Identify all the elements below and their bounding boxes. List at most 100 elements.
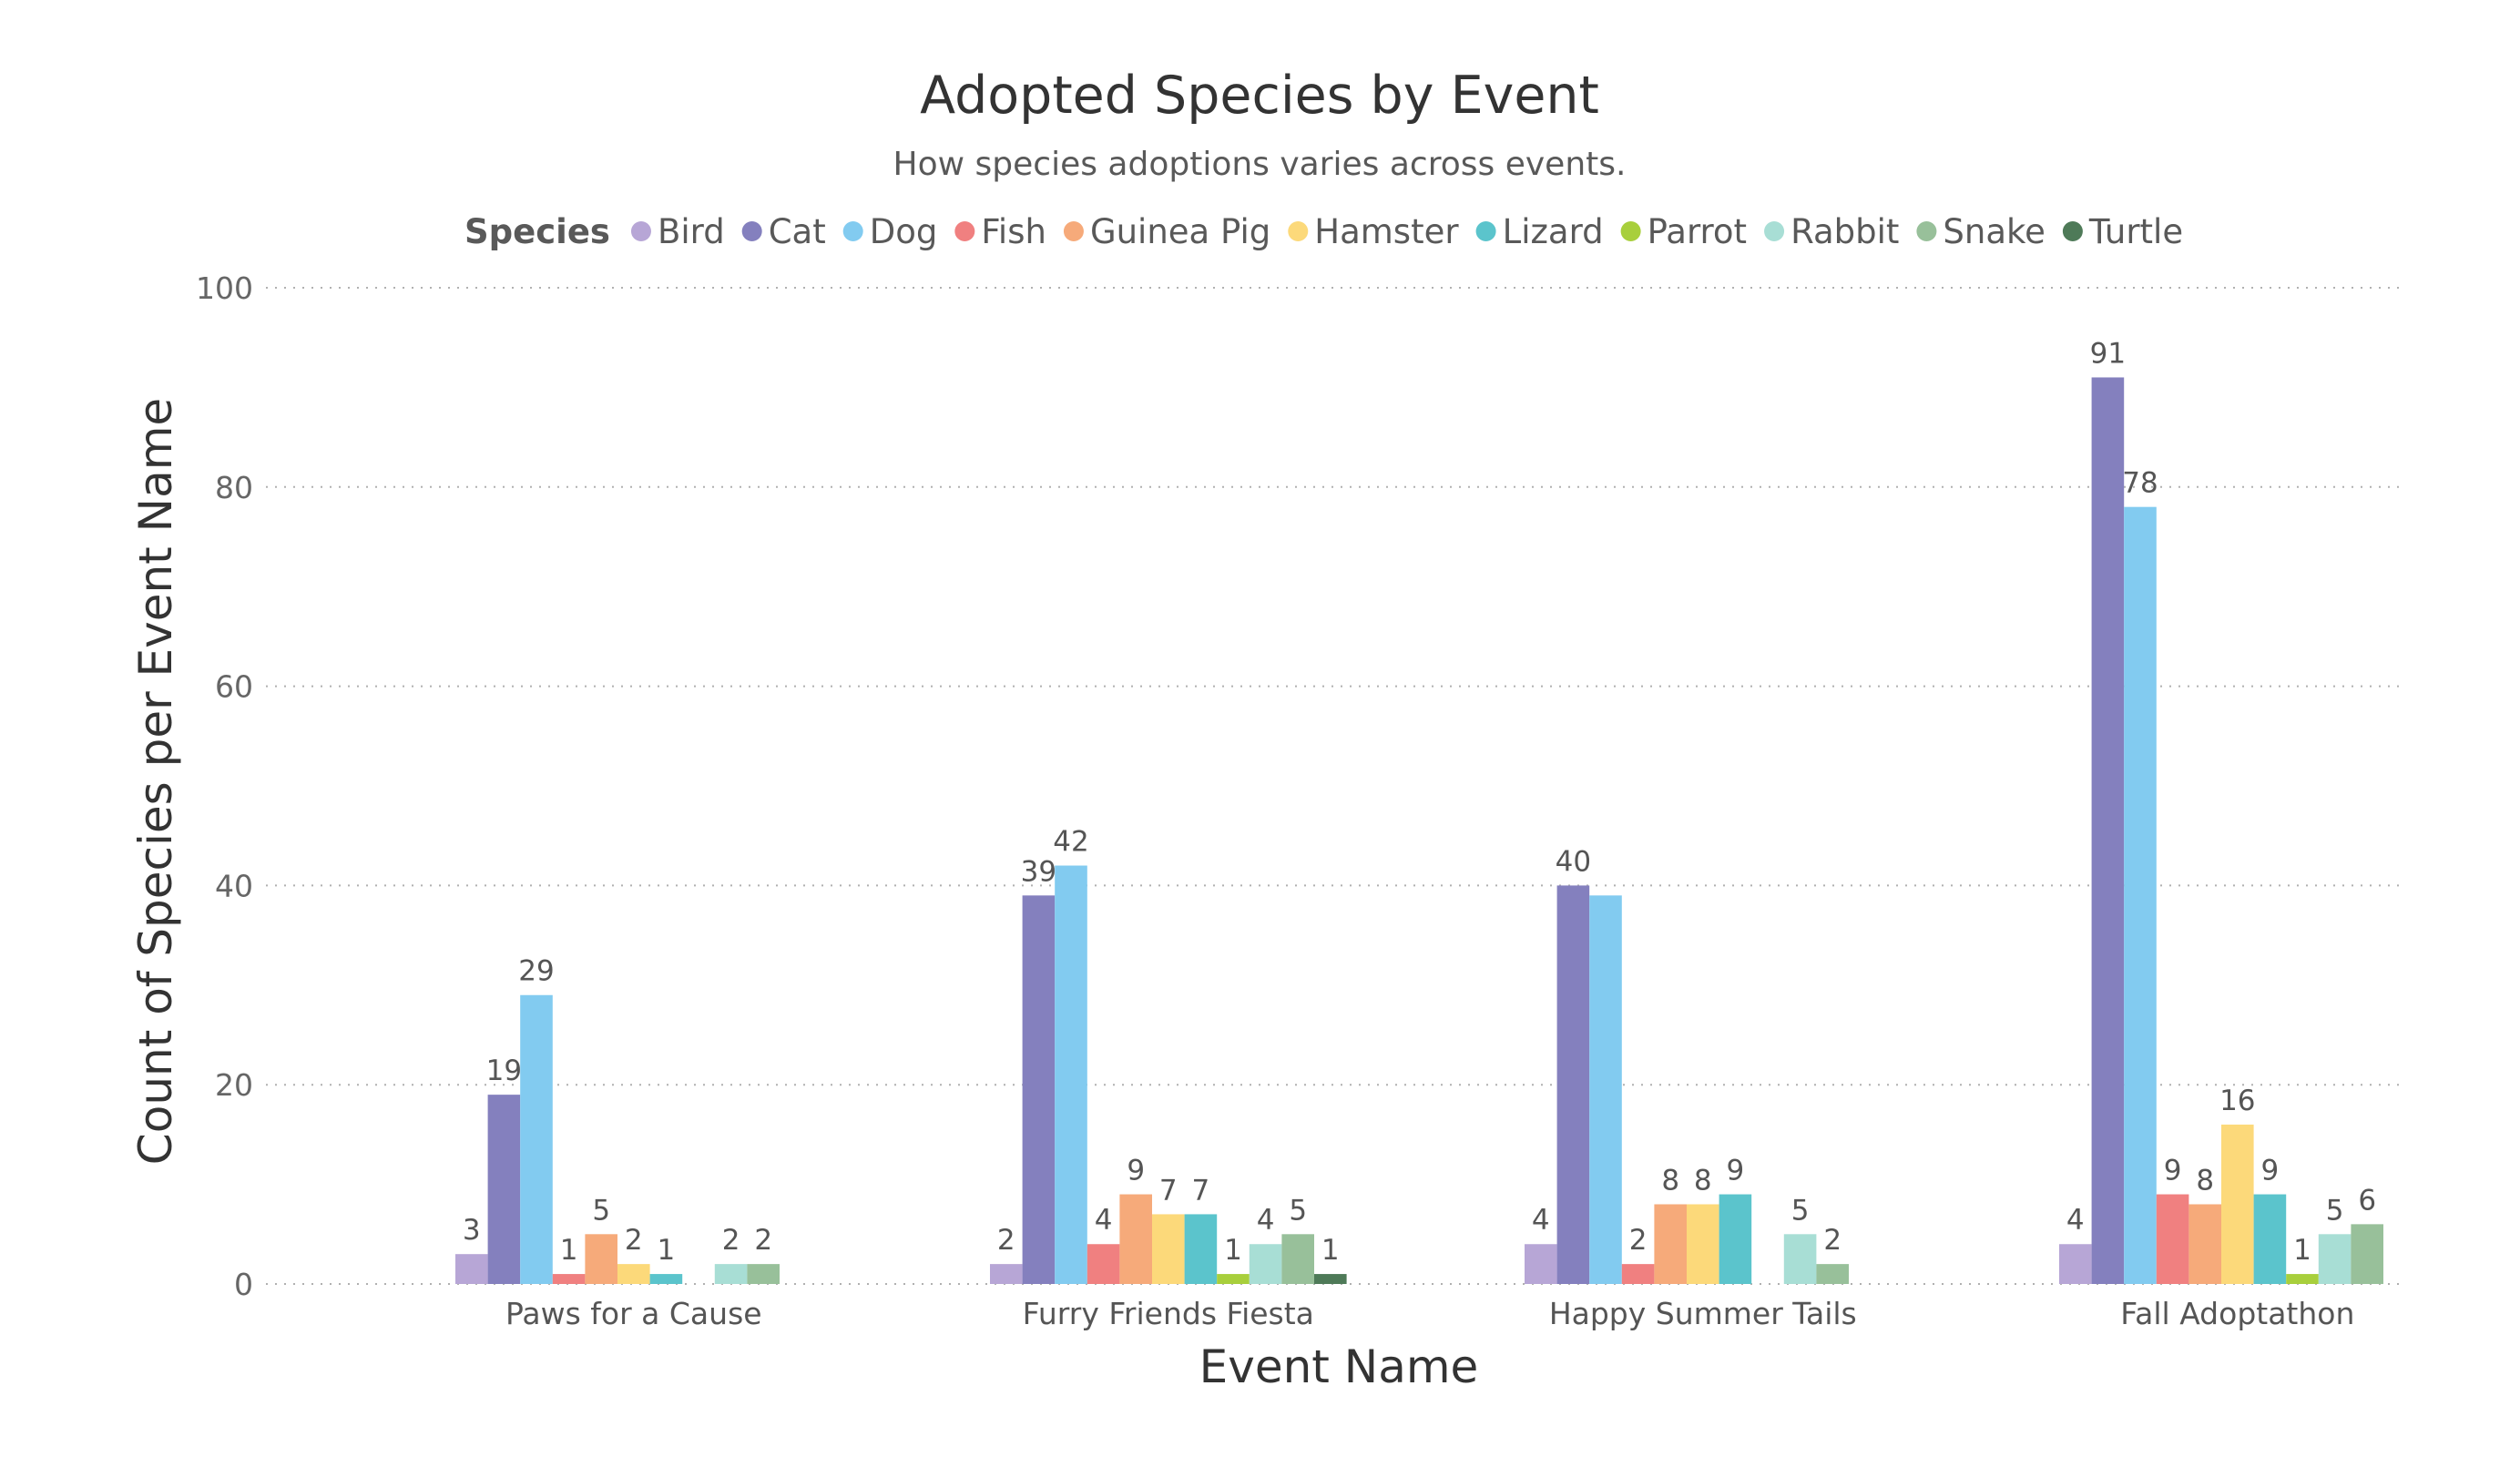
bar-lizard [1184,1214,1218,1284]
legend-item-parrot: Parrot [1648,212,1747,251]
legend-marker [842,221,863,241]
data-label: 42 [1053,826,1088,859]
y-tick-label: 60 [215,669,253,705]
bars [455,377,2383,1285]
data-label: 2 [1629,1224,1648,1257]
x-tick-label: Fall Adoptathon [2120,1296,2354,1331]
data-label: 2 [722,1224,740,1257]
data-label: 1 [1321,1234,1340,1267]
y-tick-label: 100 [196,270,253,306]
data-label: 9 [2261,1155,2280,1187]
data-label: 16 [2219,1085,2255,1117]
data-label: 8 [2196,1164,2214,1197]
data-label: 5 [2326,1194,2344,1227]
legend-item-hamster: Hamster [1314,212,1459,251]
bar-lizard [1719,1194,1752,1284]
data-label: 1 [1224,1234,1242,1267]
data-label: 78 [2122,467,2158,500]
legend-marker [1916,221,1937,241]
bar-rabbit [1249,1244,1282,1284]
legend-item-snake: Snake [1943,212,2045,251]
bar-guinea-pig [1119,1194,1152,1284]
bar-bird [455,1254,488,1284]
data-label: 9 [1727,1155,1745,1187]
bar-dog [1055,865,1087,1284]
bar-fish [1621,1264,1655,1284]
data-label: 9 [2164,1155,2182,1187]
x-tick-label: Paws for a Cause [505,1296,762,1331]
data-label: 5 [592,1194,610,1227]
legend-item-lizard: Lizard [1503,212,1604,251]
bar-parrot [2286,1274,2319,1284]
legend-item-bird: Bird [658,212,725,251]
legend-item-turtle: Turtle [2088,212,2183,251]
legend-item-dog: Dog [870,212,938,251]
bar-snake [747,1264,780,1284]
chart-title: Adopted Species by Event [920,66,1599,126]
bar-hamster [2221,1124,2254,1284]
data-label: 5 [1289,1194,1307,1227]
bar-cat [1556,885,1590,1284]
data-label: 2 [1823,1224,1842,1257]
legend-item-fish: Fish [981,212,1046,251]
legend-marker [1475,221,1496,241]
data-label: 2 [997,1224,1015,1257]
data-label: 6 [2358,1184,2376,1217]
bar-snake [1281,1234,1314,1284]
legend-item-rabbit: Rabbit [1791,212,1899,251]
x-tick-label: Furry Friends Fiesta [1023,1296,1314,1331]
bar-cat [487,1095,521,1284]
bar-rabbit [1783,1234,1817,1284]
data-label: 4 [2066,1204,2085,1237]
bar-rabbit [714,1264,748,1284]
data-label: 7 [1159,1174,1178,1207]
data-label: 1 [658,1234,676,1267]
bar-cat [1022,895,1056,1284]
bar-bird [1525,1244,1557,1284]
data-label: 7 [1192,1174,1210,1207]
bar-lizard [2253,1194,2287,1284]
y-tick-label: 80 [215,470,253,505]
data-label: 39 [1021,855,1056,888]
legend-title: Species [464,212,610,251]
bar-bird [990,1264,1023,1284]
y-tick-label: 0 [234,1267,253,1302]
data-label: 1 [2293,1234,2311,1267]
bar-dog [1589,895,1622,1284]
legend-item-guinea-pig: Guinea Pig [1090,212,1270,251]
x-tick-label: Happy Summer Tails [1549,1296,1857,1331]
legend-marker [954,221,975,241]
data-label: 40 [1556,845,1591,878]
x-axis-ticks: Paws for a Cause Furry Friends Fiesta Happ… [505,1296,2354,1331]
bar-rabbit [2318,1234,2352,1284]
y-axis-ticks: 0 20 40 60 80 100 [196,270,253,1302]
gridlines [266,287,2404,1285]
data-label: 2 [625,1224,643,1257]
bar-turtle [1314,1274,1347,1284]
legend-marker [1288,221,1309,241]
legend-item-cat: Cat [769,212,826,251]
data-label: 5 [1791,1194,1810,1227]
bar-guinea-pig [1654,1204,1687,1284]
y-tick-label: 20 [215,1067,253,1103]
bar-hamster [617,1264,650,1284]
data-label: 2 [754,1224,772,1257]
bar-dog [520,994,553,1284]
bar-fish [552,1274,586,1284]
y-tick-label: 40 [215,868,253,903]
data-label: 29 [518,955,554,988]
data-label: 91 [2090,337,2126,370]
bar-bird [2059,1244,2092,1284]
bar-snake [1816,1264,1849,1284]
legend-marker [741,221,762,241]
bar-snake [2351,1224,2383,1284]
chart-subtitle: How species adoptions varies across even… [893,146,1627,183]
data-label: 8 [1661,1164,1679,1197]
legend-marker [2062,221,2083,241]
legend-marker [630,221,651,241]
bar-cat [2091,377,2125,1285]
data-label: 8 [1694,1164,1712,1197]
